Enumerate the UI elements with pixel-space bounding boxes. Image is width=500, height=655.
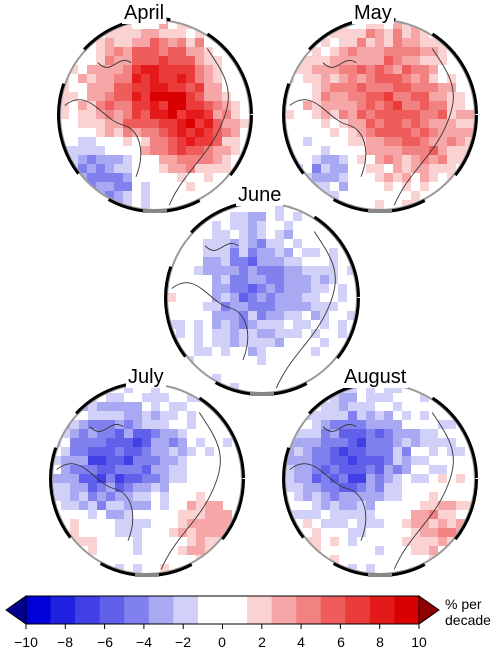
colorbar-unit-line2: decade [445, 612, 491, 628]
colorbar-tick-label: 10 [411, 634, 427, 650]
colorbar-swatch [345, 596, 371, 624]
colorbar-tick-label: 4 [297, 634, 305, 650]
colorbar-tick-label: 2 [258, 634, 266, 650]
colorbar-swatch [369, 596, 395, 624]
colorbar-high-extend [418, 595, 440, 625]
august-map [282, 381, 478, 577]
colorbar-unit-line1: % per [445, 596, 482, 612]
colorbar-tick-label: −6 [97, 634, 113, 650]
colorbar-tick-label: −4 [136, 634, 152, 650]
april-trend-field [61, 21, 249, 209]
colorbar-swatch [197, 596, 223, 624]
colorbar-tick-label: 6 [337, 634, 345, 650]
colorbar-swatch [124, 596, 150, 624]
colorbar-swatch [296, 596, 322, 624]
july-map [49, 381, 245, 577]
colorbar-tick-label: −10 [14, 634, 38, 650]
april-title: April [122, 2, 167, 24]
may-title: May [352, 2, 394, 24]
colorbar-unit: % per decade [445, 596, 491, 628]
colorbar-swatch [99, 596, 125, 624]
colorbar-swatch [173, 596, 199, 624]
april-coastline [64, 48, 229, 206]
august-coastline [289, 412, 454, 570]
june-map [164, 200, 360, 396]
maps-figure [49, 17, 478, 577]
colorbar [5, 595, 440, 629]
colorbar-swatch [394, 596, 420, 624]
colorbar-tick-label: −8 [57, 634, 73, 650]
colorbar-swatch [148, 596, 174, 624]
colorbar-swatch [247, 596, 272, 624]
june-title: June [236, 184, 284, 206]
july-title: July [126, 366, 166, 388]
may-trend-field [286, 21, 474, 209]
may-map [282, 17, 478, 213]
august-trend-field [286, 385, 474, 573]
july-coastline [56, 412, 221, 570]
colorbar-swatch [320, 596, 346, 624]
may-coastline [289, 48, 454, 206]
july-trend-field [53, 385, 241, 573]
august-title: August [342, 366, 409, 388]
april-map [57, 17, 253, 213]
colorbar-tick-label: −2 [175, 634, 191, 650]
colorbar-swatch [26, 596, 51, 624]
colorbar-tick-label: 8 [376, 634, 384, 650]
june-trend-field [168, 204, 356, 392]
colorbar-tick-label: 0 [218, 634, 226, 650]
colorbar-low-extend [5, 595, 27, 625]
colorbar-swatch [50, 596, 76, 624]
june-coastline [171, 231, 336, 389]
colorbar-swatch [271, 596, 297, 624]
colorbar-swatch [222, 596, 248, 624]
colorbar-swatch [75, 596, 100, 624]
